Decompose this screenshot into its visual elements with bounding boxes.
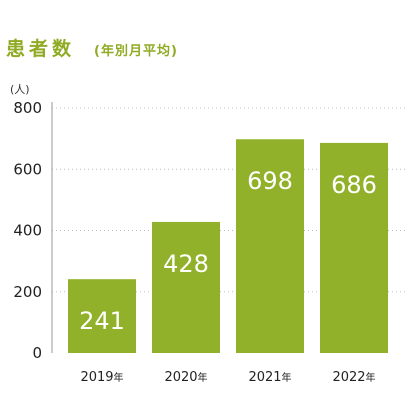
y-tick-label-800: 800	[13, 99, 42, 117]
y-tick-label-600: 600	[13, 160, 42, 178]
bars	[68, 139, 388, 353]
data-labels: 241 428 698 686	[79, 167, 377, 335]
bar-2022年	[320, 142, 388, 353]
x-tick-label-2021年: 2021年	[248, 370, 291, 385]
data-label-2019年: 241	[79, 307, 125, 335]
y-tick-label-200: 200	[13, 283, 42, 301]
y-unit-label: (人)	[10, 83, 30, 96]
y-tick-labels: 0 200 400 600 800	[13, 99, 42, 362]
x-tick-labels: 2019年 2020年 2021年 2022年	[80, 370, 375, 385]
bar-2020年	[152, 221, 220, 353]
data-label-2022年: 686	[331, 171, 377, 199]
data-label-2021年: 698	[247, 167, 293, 195]
data-label-2020年: 428	[163, 250, 209, 278]
y-tick-label-0: 0	[32, 344, 42, 362]
chart-title: 患者数	[6, 37, 75, 60]
x-tick-label-2020年: 2020年	[164, 370, 207, 385]
y-tick-label-400: 400	[13, 222, 42, 240]
x-tick-label-2019年: 2019年	[80, 370, 123, 385]
bar-2021年	[236, 139, 304, 353]
bar-2019年	[68, 279, 136, 353]
chart-subtitle: (年別月平均)	[94, 43, 178, 59]
x-tick-label-2022年: 2022年	[332, 370, 375, 385]
gridlines	[52, 107, 405, 293]
